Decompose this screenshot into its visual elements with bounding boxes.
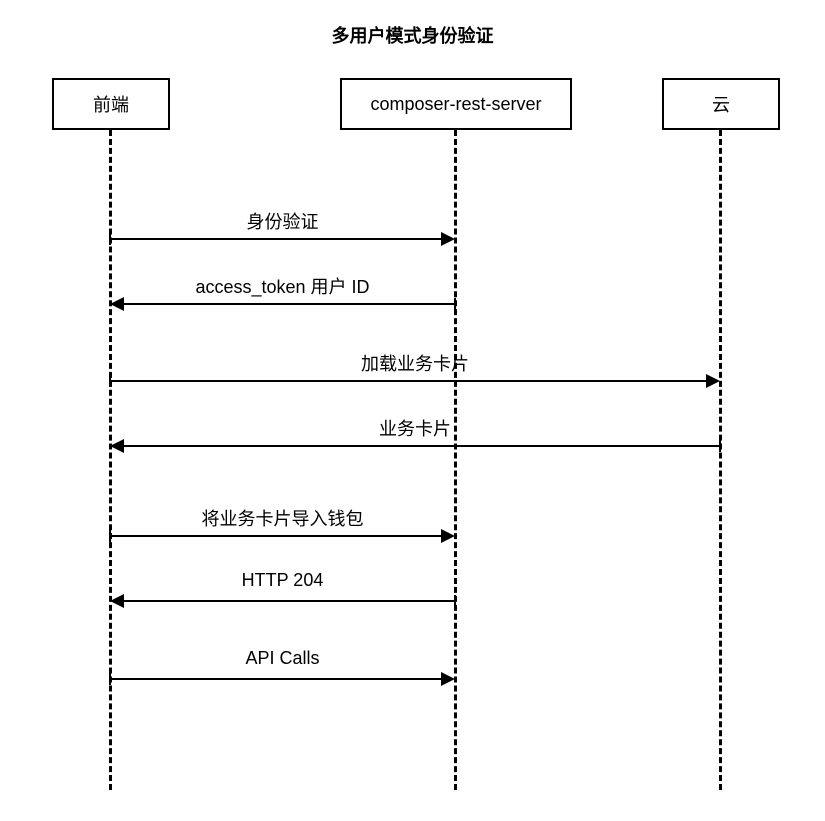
msg-head-3 <box>706 374 720 388</box>
msg-arrow-3 <box>110 380 706 382</box>
participant-cloud: 云 <box>662 78 780 130</box>
participant-frontend: 前端 <box>52 78 170 130</box>
participant-frontend-label: 前端 <box>93 91 129 117</box>
msg-arrow-4 <box>124 445 720 447</box>
sequence-diagram: 多用户模式身份验证 前端 composer-rest-server 云 身份验证… <box>0 0 825 821</box>
msg-head-7 <box>441 672 455 686</box>
participant-composer: composer-rest-server <box>340 78 572 130</box>
msg-label-7: API Calls <box>110 648 455 669</box>
msg-label-5: 将业务卡片导入钱包 <box>110 505 455 531</box>
msg-arrow-7 <box>110 678 441 680</box>
msg-head-4 <box>110 439 124 453</box>
msg-label-1: 身份验证 <box>110 208 455 234</box>
lifeline-cloud <box>719 130 722 790</box>
participant-composer-label: composer-rest-server <box>370 94 541 115</box>
msg-label-4: 业务卡片 <box>110 415 720 441</box>
msg-arrow-1 <box>110 238 441 240</box>
msg-label-3: 加载业务卡片 <box>110 350 720 376</box>
msg-head-5 <box>441 529 455 543</box>
participant-cloud-label: 云 <box>712 91 730 117</box>
msg-arrow-6 <box>124 600 455 602</box>
msg-head-2 <box>110 297 124 311</box>
msg-arrow-2 <box>124 303 455 305</box>
msg-head-1 <box>441 232 455 246</box>
msg-label-6: HTTP 204 <box>110 570 455 591</box>
msg-head-6 <box>110 594 124 608</box>
msg-label-2: access_token 用户 ID <box>110 273 455 299</box>
diagram-title: 多用户模式身份验证 <box>0 22 825 48</box>
msg-arrow-5 <box>110 535 441 537</box>
